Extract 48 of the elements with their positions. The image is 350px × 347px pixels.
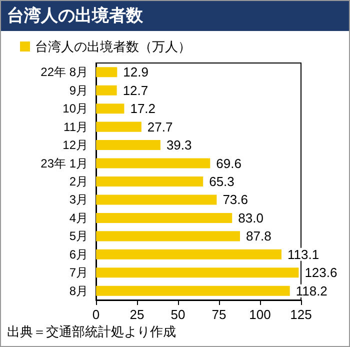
bar [96, 140, 160, 150]
x-tick-label: 75 [212, 307, 226, 322]
x-tick-label: 0 [92, 307, 100, 322]
y-tick-label: 7月 [69, 266, 88, 280]
data-label: 73.6 [222, 192, 248, 208]
bar [96, 67, 118, 78]
data-label: 39.3 [166, 138, 192, 153]
bar [96, 158, 210, 168]
bar [96, 249, 282, 260]
bar [96, 85, 117, 96]
data-label: 118.2 [296, 283, 328, 298]
chart-title: 台湾人の出境者数 [1, 1, 349, 31]
x-tick-label: 100 [249, 307, 271, 322]
data-label: 87.8 [246, 228, 272, 244]
y-tick-label: 2月 [69, 174, 88, 188]
y-tick-label: 22年 8月 [40, 65, 88, 80]
x-tick-label: 50 [170, 307, 186, 322]
y-tick-label: 11月 [64, 120, 88, 134]
x-tick-label: 125 [290, 307, 312, 322]
bar [96, 122, 142, 132]
data-label: 12.9 [123, 64, 148, 80]
data-label: 83.0 [238, 210, 264, 226]
y-tick-label: 3月 [69, 192, 88, 207]
data-label: 17.2 [130, 101, 156, 116]
bar [96, 194, 217, 205]
bar [96, 212, 232, 223]
y-tick-label: 5月 [69, 229, 88, 244]
data-label: 65.3 [209, 174, 234, 189]
data-label: 123.6 [304, 265, 338, 280]
y-tick-label: 10月 [62, 102, 88, 116]
y-tick-label: 9月 [69, 83, 88, 98]
data-label: 12.7 [122, 82, 148, 98]
y-tick-label: 23年 1月 [40, 156, 88, 170]
y-tick-label: 6月 [69, 247, 88, 262]
data-label: 113.1 [287, 246, 320, 262]
y-tick-label: 12月 [62, 138, 88, 152]
bar [96, 231, 240, 242]
x-tick-label: 25 [130, 307, 144, 322]
y-tick-label: 4月 [69, 210, 88, 225]
source-note: 出典＝交通部統計処より作成 [7, 324, 176, 341]
data-label: 69.6 [216, 156, 242, 171]
bar [96, 286, 290, 296]
bar [96, 176, 204, 187]
data-label: 27.7 [147, 119, 173, 134]
y-tick-label: 8月 [69, 284, 88, 298]
bar [96, 104, 124, 114]
bar [96, 268, 299, 278]
legend-label: 台湾人の出境者数（万人） [35, 39, 191, 54]
